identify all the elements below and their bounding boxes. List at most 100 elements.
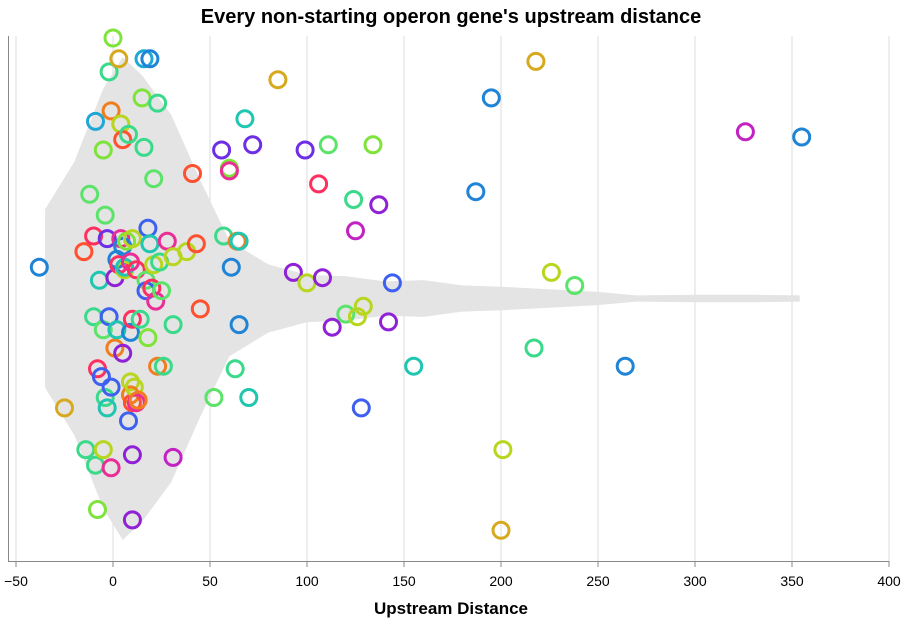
data-point-115 — [481, 88, 501, 108]
data-point-24 — [101, 377, 121, 397]
data-point-1 — [55, 398, 74, 418]
data-point-57 — [134, 49, 154, 69]
x-tick-label-5: 200 — [489, 573, 513, 589]
data-point-70 — [148, 93, 168, 113]
data-point-36 — [113, 343, 133, 363]
data-point-100 — [313, 268, 332, 288]
data-point-120 — [541, 262, 561, 282]
data-point-110 — [369, 195, 389, 215]
data-point-74 — [157, 231, 177, 251]
data-point-108 — [353, 296, 373, 316]
data-point-54 — [128, 390, 148, 410]
data-point-99 — [309, 174, 329, 194]
data-point-82 — [204, 388, 224, 407]
data-point-93 — [239, 388, 259, 407]
data-point-41 — [119, 411, 138, 431]
data-point-62 — [138, 328, 158, 348]
chart-title: Every non-starting operon gene's upstrea… — [201, 6, 701, 28]
x-tick-label-0: −50 — [4, 573, 28, 589]
data-point-80 — [186, 234, 206, 254]
data-point-94 — [243, 135, 263, 155]
data-point-7 — [86, 111, 105, 131]
data-point-109 — [363, 135, 383, 155]
data-point-6 — [84, 226, 104, 246]
data-point-111 — [379, 312, 398, 332]
x-tick-label-8: 350 — [780, 573, 804, 589]
data-point-23 — [101, 458, 121, 478]
violin-density — [45, 57, 800, 540]
data-point-83 — [212, 140, 232, 160]
data-point-97 — [295, 140, 315, 160]
data-point-13 — [93, 440, 113, 460]
data-point-69 — [148, 356, 168, 376]
x-tick-label-3: 100 — [295, 573, 319, 589]
data-point-104 — [344, 190, 364, 209]
data-point-22 — [101, 101, 121, 121]
data-point-50 — [122, 510, 142, 530]
violin-layer — [45, 57, 800, 540]
data-point-95 — [268, 70, 288, 90]
data-point-76 — [163, 315, 183, 335]
data-point-12 — [91, 367, 111, 387]
data-point-91 — [229, 231, 249, 251]
data-point-67 — [144, 169, 164, 189]
data-point-29 — [107, 320, 127, 340]
data-point-124 — [792, 127, 812, 147]
x-tick-label-7: 300 — [683, 573, 707, 589]
data-point-105 — [346, 221, 365, 241]
data-point-55 — [130, 309, 150, 329]
data-point-20 — [99, 62, 119, 82]
data-point-19 — [97, 398, 117, 418]
data-point-34 — [113, 130, 133, 150]
data-point-14 — [93, 140, 113, 160]
data-point-122 — [615, 356, 635, 376]
x-tick-label-6: 250 — [586, 573, 610, 589]
x-tick-label-4: 150 — [392, 573, 416, 589]
data-point-107 — [351, 398, 371, 418]
data-point-58 — [134, 137, 154, 157]
data-point-92 — [235, 109, 255, 129]
data-point-119 — [526, 51, 546, 71]
x-tick-label-1: 0 — [109, 573, 117, 589]
x-axis-title: Upstream Distance — [374, 599, 528, 618]
data-point-17 — [95, 388, 115, 407]
data-point-101 — [318, 135, 338, 155]
data-point-9 — [88, 500, 107, 519]
points-layer — [29, 28, 812, 540]
data-point-25 — [103, 28, 123, 48]
data-point-121 — [565, 276, 585, 295]
data-point-40 — [119, 124, 138, 144]
data-point-106 — [347, 307, 367, 327]
data-point-79 — [183, 164, 202, 183]
data-point-52 — [126, 260, 146, 280]
data-point-45 — [121, 322, 140, 342]
x-tick-label-9: 400 — [877, 573, 901, 589]
data-point-72 — [152, 281, 171, 301]
data-point-2 — [74, 242, 94, 262]
data-point-102 — [322, 317, 342, 337]
data-point-0 — [29, 257, 49, 277]
data-point-49 — [122, 445, 142, 465]
data-point-112 — [382, 273, 402, 293]
data-point-48 — [122, 309, 142, 329]
data-point-18 — [97, 229, 117, 249]
data-point-96 — [283, 262, 303, 282]
data-point-103 — [336, 304, 356, 324]
data-point-4 — [80, 184, 100, 204]
data-point-88 — [225, 359, 245, 379]
data-point-65 — [142, 278, 162, 298]
data-point-81 — [190, 299, 210, 319]
data-point-118 — [524, 338, 544, 358]
data-point-87 — [221, 257, 241, 277]
data-point-47 — [122, 229, 142, 249]
data-point-63 — [140, 49, 160, 69]
data-point-90 — [229, 315, 249, 335]
data-point-86 — [219, 161, 239, 181]
data-point-64 — [140, 234, 160, 254]
data-point-114 — [466, 182, 486, 202]
data-point-31 — [109, 49, 129, 69]
data-point-77 — [163, 447, 183, 467]
data-point-68 — [146, 291, 166, 311]
data-point-116 — [491, 520, 511, 540]
